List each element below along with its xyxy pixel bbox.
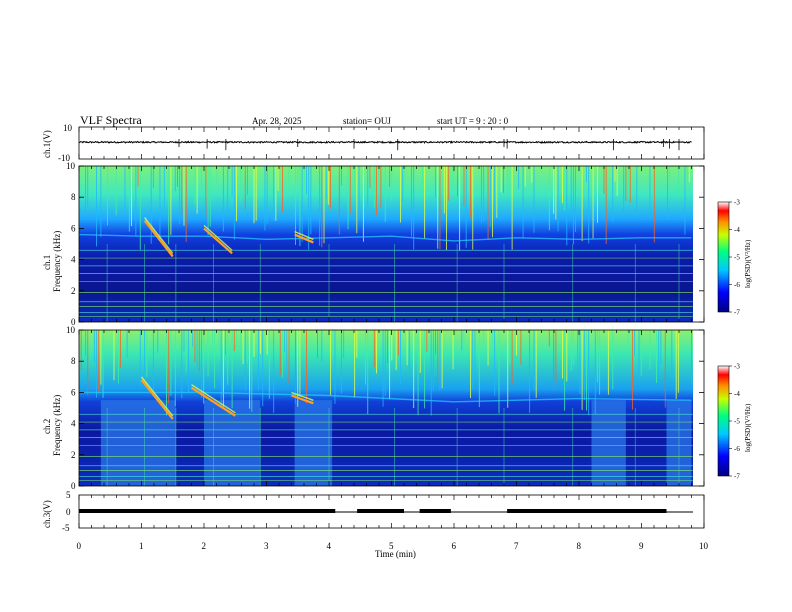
- ch1-colorbar-ticks: -3 -4 -5 -6 -7: [729, 199, 740, 317]
- ch3-segment: [79, 509, 336, 513]
- ch2-spectrogram-lines: [79, 408, 693, 486]
- station-label: station= OUJ: [343, 116, 391, 126]
- ytick-label: 0: [71, 317, 76, 327]
- xtick-label: 6: [452, 541, 457, 551]
- hiss-feature: [140, 379, 174, 420]
- hiss-feature-edge: [291, 391, 314, 401]
- ch2-spectrogram-streaks: [79, 330, 692, 416]
- xtick-label: 0: [77, 541, 82, 551]
- ch1-waveform-panel: 10 -10 ch.1(V): [42, 123, 705, 163]
- ch2-freq-label: Frequency (kHz): [52, 395, 62, 456]
- ch3-ytick-mid: 0: [66, 507, 71, 517]
- ch3-segment: [419, 509, 451, 513]
- ytick-label: 10: [66, 325, 76, 335]
- x-axis-label: Time (min): [375, 549, 416, 559]
- ch2-hiss-features: [140, 376, 314, 420]
- hiss-feature: [203, 227, 233, 255]
- ch1-waveform-spikes: [178, 139, 680, 151]
- xtick-label: 9: [639, 541, 644, 551]
- hiss-feature: [294, 233, 314, 244]
- ytick-label: 4: [71, 419, 76, 429]
- colorbar-tick-label: -7: [734, 473, 740, 481]
- ch3-segment: [357, 509, 404, 513]
- xtick-label: 1: [139, 541, 144, 551]
- ch1-ytick-top: 10: [63, 123, 73, 133]
- ytick-label: 10: [66, 161, 76, 171]
- ch1-hiss-features: [143, 217, 314, 258]
- xtick-label: 8: [577, 541, 582, 551]
- lowfreq-noise-band: [100, 400, 176, 486]
- ch3-high-segments: [79, 509, 667, 513]
- colorbar-tick-label: -3: [734, 363, 740, 371]
- hiss-feature-edge: [191, 384, 236, 414]
- ch1-ytick-bottom: -10: [58, 153, 70, 163]
- xtick-label: 7: [514, 541, 519, 551]
- hiss-feature: [190, 386, 236, 417]
- hiss-feature-edge: [140, 376, 174, 417]
- ch2-spec-ylabel: ch.2Frequency (kHz): [42, 395, 62, 456]
- ch1-spectrogram-background: [79, 166, 693, 322]
- ch1-colorbar-label: log(PSD)(V²/Hz): [744, 239, 752, 288]
- colorbar-tick-label: -4: [734, 390, 740, 398]
- ch1-spectrogram-panel: 0 2 4 6 8 10 ch.1Frequency (kHz) -3 -4 -5 -6 -7 l…: [42, 161, 752, 327]
- colorbar-tick-label: -7: [734, 309, 740, 317]
- ch3-segment: [507, 509, 667, 513]
- ch2-colorbar: [717, 365, 730, 477]
- colorbar-tick-label: -3: [734, 199, 740, 207]
- hiss-feature-edge: [203, 224, 233, 251]
- x-axis-ticks: [78, 127, 705, 528]
- lowfreq-noise-band: [294, 400, 333, 486]
- ch2-colorbar-ticks: -3 -4 -5 -6 -7: [729, 363, 740, 481]
- ch3-ylabel: ch.3(V): [42, 500, 52, 528]
- hiss-feature-edge: [294, 230, 314, 241]
- colorbar-tick-label: -5: [734, 254, 740, 262]
- xtick-label: 5: [389, 541, 394, 551]
- hiss-feature: [291, 394, 314, 405]
- band-boundary: [78, 233, 692, 242]
- ch2-yticks: 0 2 4 6 8 10: [66, 325, 704, 491]
- hiss-feature: [143, 219, 174, 258]
- xtick-label: 2: [202, 541, 207, 551]
- ch3-ytick-bottom: -5: [62, 523, 70, 533]
- x-axis-tick-labels: 0 1 2 3 4 5 6 7 8 9 10: [77, 541, 709, 551]
- colorbar-tick-label: -5: [734, 418, 740, 426]
- ytick-label: 0: [71, 481, 76, 491]
- ch1-spec-ylabel: ch.1Frequency (kHz): [42, 231, 62, 292]
- xtick-label: 4: [327, 541, 332, 551]
- ytick-label: 6: [71, 223, 76, 233]
- ch1-yticks: 0 2 4 6 8 10: [66, 161, 704, 327]
- ytick-label: 4: [71, 255, 76, 265]
- figure-title: VLF Spectra: [80, 113, 142, 127]
- lowfreq-noise-band: [591, 400, 626, 486]
- ytick-label: 6: [71, 387, 76, 397]
- start-ut-label: start UT = 9 : 20 : 0: [437, 116, 509, 126]
- ytick-label: 8: [71, 192, 76, 202]
- ch2-spectrogram-panel: 0 2 4 6 8 10 ch.2Frequency (kHz) -3 -4 -5 -6 -7 l…: [42, 325, 752, 491]
- ch3-waveform-panel: 5 0 -5 ch.3(V): [42, 490, 705, 533]
- ch1-freq-label: Frequency (kHz): [52, 231, 62, 292]
- date-label: Apr. 28, 2025: [252, 116, 302, 126]
- ch2-colorbar-label: log(PSD)(V²/Hz): [744, 403, 752, 452]
- band-boundary: [79, 391, 692, 403]
- ch1-spectrogram-lines: [79, 244, 693, 322]
- ch3-ytick-top: 5: [66, 490, 71, 500]
- ytick-label: 8: [71, 356, 76, 366]
- ch2-spectrogram-background: [79, 330, 693, 486]
- xtick-label: 3: [264, 541, 269, 551]
- colorbar-tick-label: -6: [734, 445, 740, 453]
- ch1-waveform-line: [78, 140, 692, 145]
- ch1-waveform-frame: [78, 126, 705, 160]
- ch1-spectrogram-streaks: [78, 166, 692, 251]
- xtick-label: 10: [699, 541, 709, 551]
- ch1-colorbar: [717, 201, 730, 313]
- hiss-feature-edge: [144, 217, 174, 254]
- ytick-label: 2: [71, 450, 76, 460]
- colorbar-tick-label: -4: [734, 226, 740, 234]
- ch1-ylabel: ch.1(V): [42, 130, 52, 158]
- colorbar-tick-label: -6: [734, 281, 740, 289]
- ytick-label: 2: [71, 286, 76, 296]
